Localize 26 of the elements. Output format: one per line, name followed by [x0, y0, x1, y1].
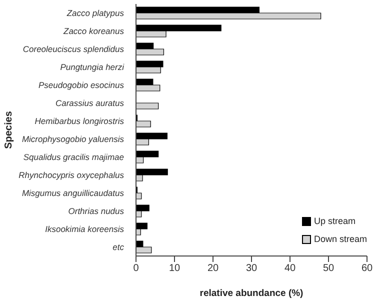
y-tick-label: Rhynchocypris oxycephalus	[18, 170, 125, 180]
y-tick-label: Carassius auratus	[55, 98, 125, 108]
bar	[136, 102, 159, 110]
y-tick-label: Orthrias nudus	[68, 206, 125, 216]
x-tick-label: 0	[133, 263, 140, 274]
y-tick-label: Squalidus gracilis majimae	[23, 152, 124, 162]
x-tick-label: 10	[168, 263, 180, 274]
legend-label: Down stream	[314, 234, 367, 244]
y-tick-label: Microphysogobio yaluensis	[22, 134, 125, 144]
legend-label: Up stream	[314, 216, 356, 226]
y-tick-label: Pungtungia herzi	[60, 62, 126, 72]
y-tick-label: Hemibarbus longirostris	[34, 116, 125, 126]
y-tick-label: Coreoleuciscus splendidus	[22, 44, 125, 54]
y-tick-label: Misgumus anguillicaudatus	[22, 188, 125, 198]
y-axis-title: Species	[4, 110, 15, 149]
y-tick-label: Iksookimia koreensis	[45, 224, 125, 234]
y-tick-label: etc	[112, 242, 125, 252]
x-tick-label: 50	[322, 263, 334, 274]
y-tick-label: Zacco koreanus	[62, 26, 125, 36]
x-tick-label: 30	[246, 263, 258, 274]
x-tick-label: 40	[284, 263, 296, 274]
x-tick-label: 60	[361, 263, 373, 274]
x-tick-label: 20	[207, 263, 219, 274]
y-tick-label: Pseudogobio esocinus	[38, 80, 125, 90]
y-tick-label: Zacco platypus	[66, 8, 125, 18]
x-axis-title: relative abundance (%)	[200, 288, 304, 299]
